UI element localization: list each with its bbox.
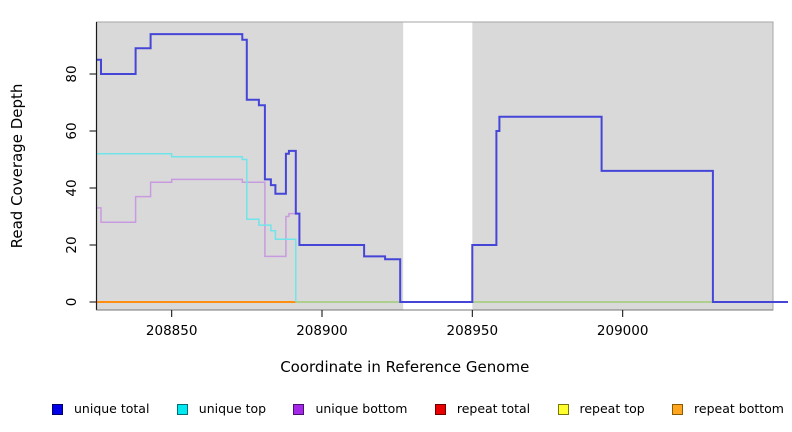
legend-swatch-unique-total (52, 403, 63, 415)
y-tick-label: 60 (64, 122, 80, 139)
x-tick-label: 208900 (296, 323, 348, 339)
y-tick-label: 20 (64, 236, 80, 253)
chart-legend: unique total unique top unique bottom repea… (52, 397, 784, 421)
series-line-unique-top (96, 153, 297, 302)
y-tick-label: 0 (64, 298, 80, 307)
y-axis-title: Read Coverage Depth (8, 84, 26, 249)
y-tick-label: 40 (64, 179, 80, 196)
legend-item-unique-bottom: unique bottom (293, 400, 408, 416)
legend-swatch-repeat-total (434, 403, 446, 415)
legend-item-unique-total: unique total (52, 400, 150, 416)
legend-item-repeat-total: repeat total (434, 400, 531, 416)
legend-item-unique-top: unique top (176, 400, 267, 416)
highlight-band (403, 22, 473, 310)
y-tick-label: 80 (64, 65, 80, 82)
x-axis-title: Coordinate in Reference Genome (280, 358, 529, 376)
legend-swatch-unique-top (176, 403, 188, 415)
legend-item-repeat-bottom: repeat bottom (672, 400, 784, 416)
legend-swatch-unique-bottom (293, 403, 305, 415)
legend-label-repeat-total: repeat total (456, 400, 531, 416)
legend-label-unique-top: unique top (198, 400, 267, 416)
series-line-unique-bottom (96, 178, 301, 258)
legend-label-unique-total: unique total (74, 400, 150, 416)
legend-swatch-repeat-bottom (672, 403, 684, 415)
x-tick-label: 209000 (597, 323, 649, 339)
legend-swatch-repeat-top (557, 403, 569, 415)
series-line-unique-total (96, 33, 788, 303)
legend-label-repeat-top: repeat top (579, 400, 645, 416)
legend-item-repeat-top: repeat top (557, 400, 645, 416)
x-tick-label: 208950 (447, 323, 499, 339)
legend-label-unique-bottom: unique bottom (315, 400, 408, 416)
x-tick-label: 208850 (146, 323, 198, 339)
legend-label-repeat-bottom: repeat bottom (694, 400, 784, 416)
